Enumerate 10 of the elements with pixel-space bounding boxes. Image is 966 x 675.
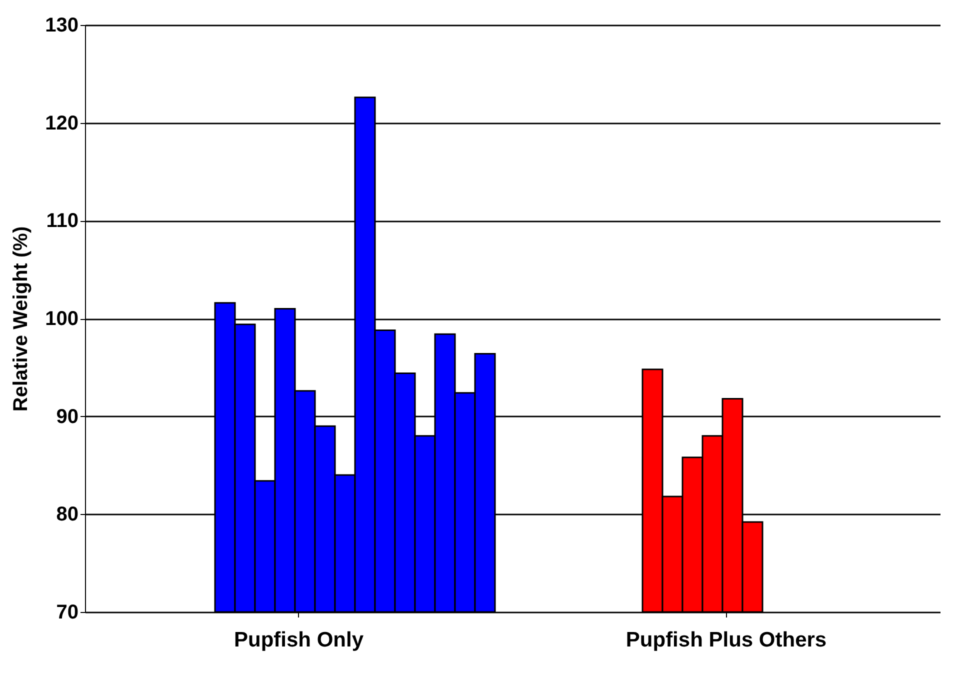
y-tick-label: 100 bbox=[45, 308, 78, 330]
y-tick-label: 130 bbox=[45, 14, 78, 36]
y-tick-label: 90 bbox=[56, 406, 78, 428]
x-tick-label: Pupfish Plus Others bbox=[626, 628, 827, 652]
y-tick-label: 70 bbox=[56, 602, 78, 624]
y-tick-label: 120 bbox=[45, 112, 78, 134]
y-tick-label: 110 bbox=[46, 210, 78, 232]
x-tick-label: Pupfish Only bbox=[234, 628, 364, 652]
y-axis-title: Relative Weight (%) bbox=[10, 226, 32, 412]
y-tick-label: 80 bbox=[56, 504, 78, 526]
